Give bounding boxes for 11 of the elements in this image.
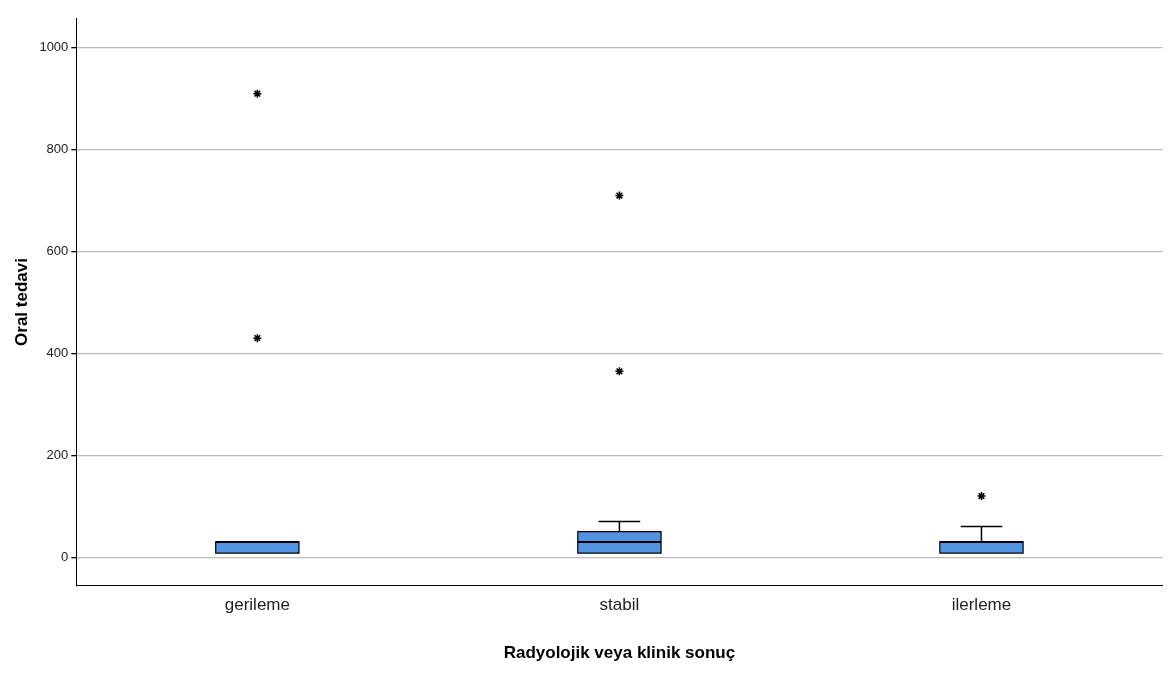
y-tick-label: 400 (46, 345, 69, 361)
y-tick-label: 200 (46, 446, 69, 462)
y-tick-label: 1000 (39, 39, 69, 55)
x-tick-label: stabil (599, 595, 640, 615)
y-tick-label: 600 (46, 243, 69, 259)
x-tick-label: ilerleme (951, 595, 1012, 615)
y-tick-label: 0 (61, 548, 69, 564)
y-tick-label: 800 (46, 141, 69, 157)
x-axis-title: Radyolojik veya klinik sonuç (503, 643, 736, 663)
y-axis-title: Oral tedavi (11, 258, 31, 346)
x-tick-label: gerileme (224, 595, 290, 615)
